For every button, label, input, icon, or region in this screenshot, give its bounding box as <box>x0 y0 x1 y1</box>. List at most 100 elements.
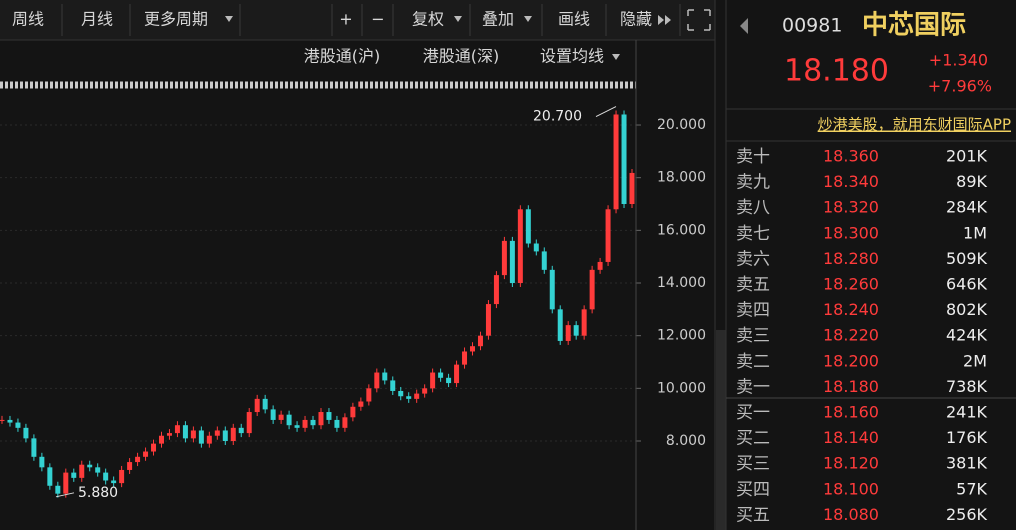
candle <box>621 114 627 205</box>
toolbar-button[interactable]: 周线 <box>12 10 44 29</box>
level-volume: 176K <box>946 428 988 447</box>
candle <box>63 472 69 494</box>
level-price: 18.140 <box>823 428 879 447</box>
candle <box>557 309 563 341</box>
candle <box>454 364 460 384</box>
level-price: 18.340 <box>823 172 879 191</box>
change: +1.340 <box>929 51 988 70</box>
candle <box>214 430 220 436</box>
candle <box>79 464 85 478</box>
candle <box>127 462 133 470</box>
toolbar-button[interactable]: 隐藏 <box>620 10 652 29</box>
candle <box>151 443 157 452</box>
level: 卖八 <box>736 198 770 218</box>
level: 买五 <box>736 505 770 525</box>
candle <box>462 351 468 365</box>
level: 卖九 <box>736 173 770 193</box>
level-volume: 424K <box>946 326 988 345</box>
candle <box>7 419 13 423</box>
annotation-arrow <box>595 106 617 118</box>
level-price: 18.220 <box>823 326 879 345</box>
candle <box>517 209 523 284</box>
toolbar-button[interactable]: 叠加 <box>482 10 514 29</box>
candle <box>589 269 595 310</box>
candle <box>254 398 260 413</box>
level-volume: 738K <box>946 377 988 396</box>
candle <box>501 240 507 276</box>
candle <box>143 451 149 457</box>
level-volume: 284K <box>946 198 988 217</box>
candle <box>103 472 109 481</box>
candle <box>485 304 491 336</box>
sub-button[interactable]: 港股通(沪) <box>304 47 381 66</box>
level: 卖五 <box>736 275 770 295</box>
annotation: 5.880 <box>78 485 118 501</box>
candle <box>406 396 412 399</box>
level-price: 18.080 <box>823 505 879 524</box>
candle <box>55 485 61 494</box>
candle <box>302 419 308 428</box>
candle <box>198 430 204 444</box>
candle <box>342 417 348 428</box>
candle <box>597 261 603 270</box>
candle <box>366 388 372 402</box>
level-price: 18.260 <box>823 275 879 294</box>
y-tick-label: 20.000 <box>657 117 706 133</box>
fullscreen-icon[interactable] <box>687 9 711 31</box>
level-volume: 57K <box>956 479 987 498</box>
level-price: 18.100 <box>823 479 879 498</box>
level: 卖七 <box>736 224 770 244</box>
annotation-arrow <box>55 492 75 498</box>
candle <box>358 401 364 407</box>
candle <box>238 427 244 434</box>
candle <box>470 346 476 352</box>
level-price: 18.240 <box>823 300 879 319</box>
level: 买三 <box>736 454 770 474</box>
candle <box>493 275 499 305</box>
level: 卖一 <box>736 377 770 397</box>
candle <box>629 172 635 205</box>
toolbar-button[interactable]: 更多周期 <box>144 10 208 29</box>
level-volume: 1M <box>963 223 987 242</box>
hide-icon <box>658 15 671 25</box>
ad-link[interactable]: 炒港美股，就用东财国际APP <box>818 116 1011 134</box>
candle <box>525 209 531 244</box>
sub-button[interactable]: 港股通(深) <box>423 47 500 66</box>
toolbar-button[interactable]: 复权 <box>412 10 444 29</box>
candle <box>374 372 380 389</box>
toolbar-button[interactable]: + <box>339 10 352 29</box>
candle <box>390 380 396 391</box>
candle <box>605 209 611 262</box>
scrollbar[interactable] <box>716 330 726 530</box>
candle <box>549 269 555 310</box>
level-price: 18.320 <box>823 198 879 217</box>
candle <box>414 393 420 399</box>
level: 卖三 <box>736 326 770 346</box>
level-volume: 241K <box>946 403 988 422</box>
toolbar-button[interactable]: 画线 <box>558 10 590 29</box>
candle <box>613 114 619 210</box>
level-price: 18.200 <box>823 351 879 370</box>
back-arrow[interactable] <box>740 18 748 34</box>
y-tick-label: 12.000 <box>657 328 706 344</box>
toolbar-button[interactable]: − <box>371 10 384 29</box>
sub-button[interactable]: 设置均线 <box>540 47 604 66</box>
candle <box>71 472 77 478</box>
candle <box>119 469 125 484</box>
level-volume: 381K <box>946 454 988 473</box>
candle <box>174 425 180 434</box>
level-price: 18.280 <box>823 249 879 268</box>
level: 卖二 <box>736 352 770 372</box>
candle <box>446 377 452 384</box>
level: 买一 <box>736 403 770 423</box>
stock-code: 00981 <box>782 15 842 37</box>
candle <box>326 412 332 420</box>
level-price: 18.180 <box>823 377 879 396</box>
level-price: 18.300 <box>823 223 879 242</box>
level-volume: 256K <box>946 505 988 524</box>
candle <box>581 309 587 336</box>
change-pct: +7.96% <box>928 77 992 96</box>
toolbar-button[interactable]: 月线 <box>81 10 113 29</box>
candle <box>31 438 37 457</box>
